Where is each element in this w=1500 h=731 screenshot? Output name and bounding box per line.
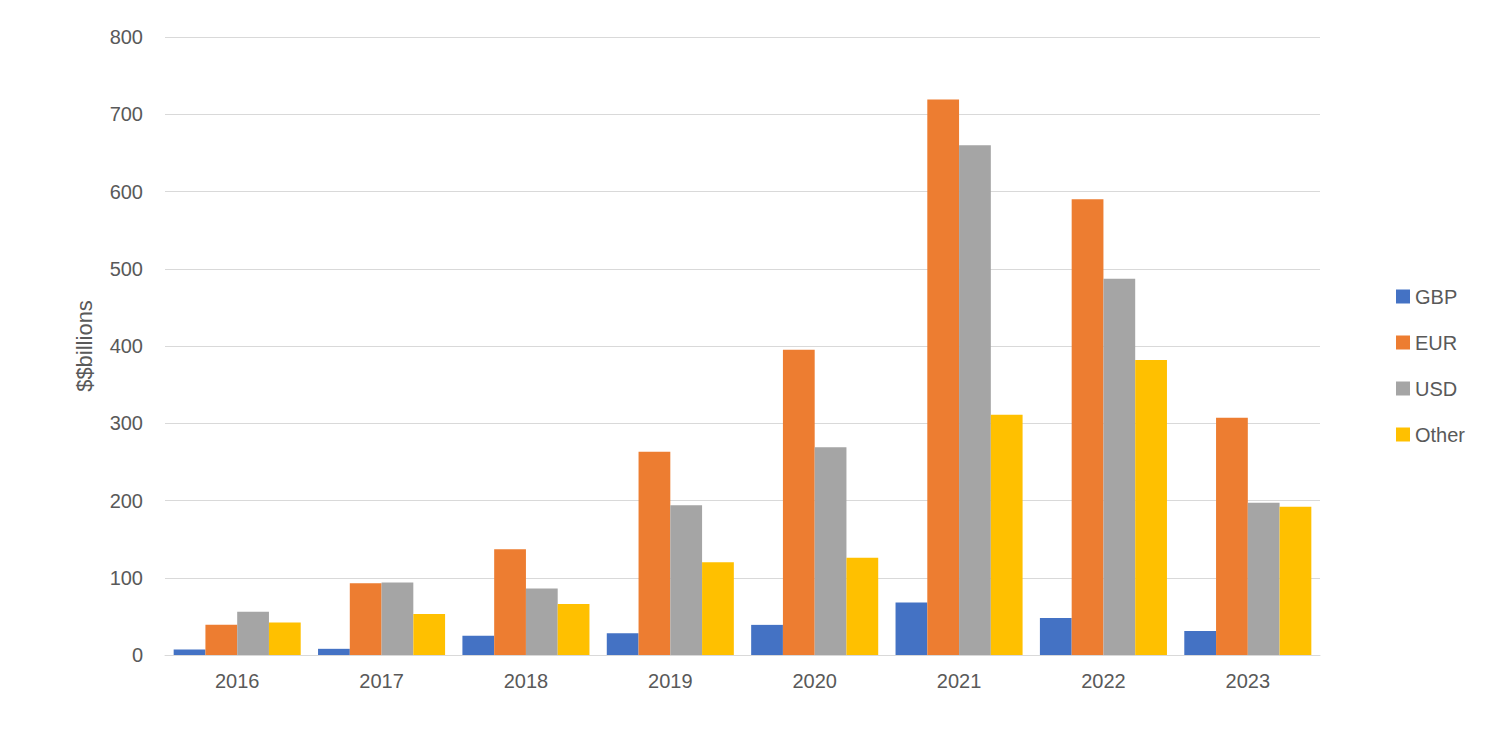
svg-text:300: 300 xyxy=(110,412,143,434)
svg-text:2019: 2019 xyxy=(648,670,693,692)
svg-text:700: 700 xyxy=(110,103,143,125)
svg-text:500: 500 xyxy=(110,258,143,280)
svg-text:400: 400 xyxy=(110,335,143,357)
svg-text:200: 200 xyxy=(110,490,143,512)
svg-text:$$billions: $$billions xyxy=(72,300,97,392)
svg-text:600: 600 xyxy=(110,181,143,203)
svg-text:Other: Other xyxy=(1415,424,1465,446)
svg-text:2022: 2022 xyxy=(1081,670,1126,692)
svg-text:EUR: EUR xyxy=(1415,332,1457,354)
svg-text:2016: 2016 xyxy=(215,670,260,692)
svg-text:0: 0 xyxy=(132,644,143,666)
svg-text:GBP: GBP xyxy=(1415,286,1457,308)
svg-text:800: 800 xyxy=(110,26,143,48)
svg-text:USD: USD xyxy=(1415,378,1457,400)
svg-text:2021: 2021 xyxy=(937,670,982,692)
svg-text:100: 100 xyxy=(110,567,143,589)
svg-text:2020: 2020 xyxy=(792,670,837,692)
svg-text:2018: 2018 xyxy=(504,670,549,692)
svg-text:2023: 2023 xyxy=(1226,670,1271,692)
svg-text:2017: 2017 xyxy=(359,670,404,692)
